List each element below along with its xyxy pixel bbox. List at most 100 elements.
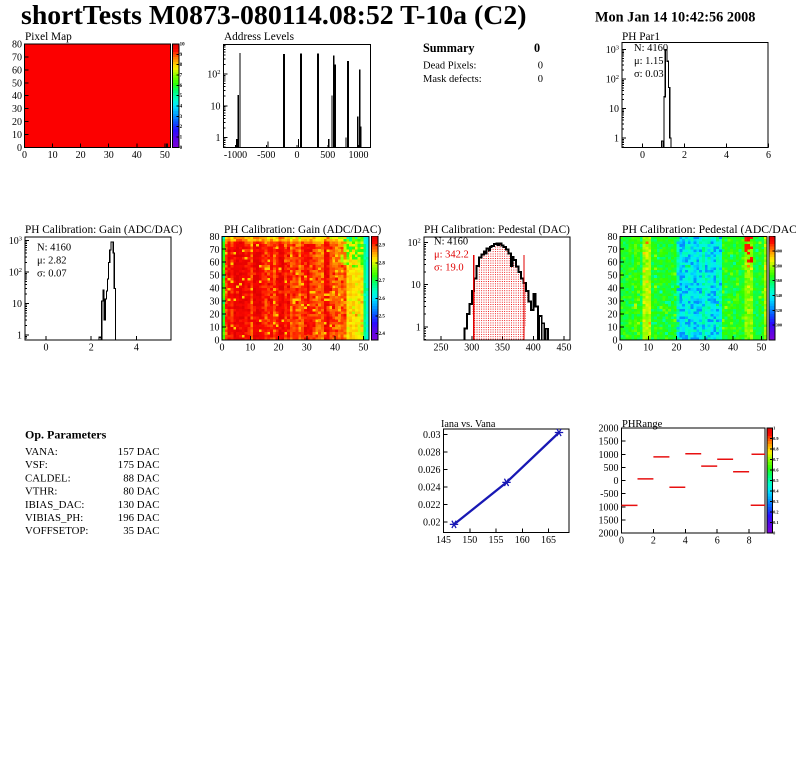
svg-text:10: 10 xyxy=(643,342,653,353)
svg-text:2.4: 2.4 xyxy=(379,332,386,337)
svg-text:60: 60 xyxy=(210,258,220,269)
svg-text:0.022: 0.022 xyxy=(418,500,441,511)
svg-text:196 DAC: 196 DAC xyxy=(118,512,160,524)
svg-text:N: 4160: N: 4160 xyxy=(37,243,71,254)
svg-text:2.8: 2.8 xyxy=(379,261,386,266)
svg-text:8: 8 xyxy=(180,63,183,68)
svg-text:1000: 1000 xyxy=(599,450,619,461)
svg-text:6: 6 xyxy=(180,84,183,89)
svg-text:20: 20 xyxy=(608,310,618,321)
svg-text:0.4: 0.4 xyxy=(773,489,779,494)
svg-text:320: 320 xyxy=(776,308,782,313)
svg-text:30: 30 xyxy=(608,297,618,308)
svg-text:103: 103 xyxy=(606,45,619,57)
svg-text:35 DAC: 35 DAC xyxy=(123,525,159,537)
svg-text:20: 20 xyxy=(12,117,22,128)
svg-text:0: 0 xyxy=(22,150,27,161)
svg-text:40: 40 xyxy=(210,284,220,295)
svg-text:1: 1 xyxy=(416,322,421,333)
svg-text:40: 40 xyxy=(330,342,340,353)
svg-text:VANA:: VANA: xyxy=(25,446,58,458)
svg-text:0: 0 xyxy=(618,342,623,353)
svg-text:PHRange: PHRange xyxy=(622,419,663,430)
svg-text:Mask defects:: Mask defects: xyxy=(423,74,482,85)
svg-text:130 DAC: 130 DAC xyxy=(118,499,160,511)
svg-text:0: 0 xyxy=(44,342,49,353)
svg-text:500: 500 xyxy=(320,150,335,161)
svg-text:Iana vs. Vana: Iana vs. Vana xyxy=(441,419,496,430)
svg-text:PH Calibration: Gain (ADC/DAC): PH Calibration: Gain (ADC/DAC) xyxy=(224,224,381,236)
svg-text:400: 400 xyxy=(776,249,782,254)
svg-text:103: 103 xyxy=(9,236,22,248)
svg-text:1000: 1000 xyxy=(349,150,369,161)
svg-text:157 DAC: 157 DAC xyxy=(118,446,160,458)
svg-text:0.7: 0.7 xyxy=(773,457,779,462)
svg-text:0: 0 xyxy=(220,342,225,353)
svg-text:0: 0 xyxy=(534,41,540,55)
svg-text:30: 30 xyxy=(700,342,710,353)
svg-text:20: 20 xyxy=(274,342,284,353)
svg-text:IBIAS_DAC:: IBIAS_DAC: xyxy=(25,499,84,511)
svg-text:0.026: 0.026 xyxy=(418,465,441,476)
svg-text:CALDEL:: CALDEL: xyxy=(25,472,71,484)
svg-text:9: 9 xyxy=(180,53,183,58)
svg-text:2000: 2000 xyxy=(599,424,619,435)
svg-text:350: 350 xyxy=(495,342,510,353)
svg-text:1: 1 xyxy=(180,136,183,141)
svg-text:10: 10 xyxy=(245,342,255,353)
svg-text:0: 0 xyxy=(538,61,543,72)
svg-text:10: 10 xyxy=(211,101,221,112)
svg-text:50: 50 xyxy=(608,271,618,282)
svg-text:VSF:: VSF: xyxy=(25,459,48,471)
svg-text:2.9: 2.9 xyxy=(379,244,386,249)
svg-text:175 DAC: 175 DAC xyxy=(118,459,160,471)
svg-text:PH Calibration: Gain (ADC/DAC): PH Calibration: Gain (ADC/DAC) xyxy=(25,224,182,236)
svg-text:0.3: 0.3 xyxy=(773,499,778,504)
svg-text:1500: 1500 xyxy=(599,437,619,448)
svg-text:70: 70 xyxy=(12,52,22,63)
svg-text:0.2: 0.2 xyxy=(773,510,778,515)
svg-text:0.1: 0.1 xyxy=(773,520,778,525)
svg-text:0: 0 xyxy=(773,531,775,536)
svg-text:PH Par1: PH Par1 xyxy=(622,31,660,43)
svg-text:0.9: 0.9 xyxy=(773,436,778,441)
svg-text:8: 8 xyxy=(747,536,752,547)
svg-text:165: 165 xyxy=(541,535,556,546)
svg-text:80: 80 xyxy=(12,40,22,51)
svg-text:10: 10 xyxy=(608,322,618,333)
svg-text:40: 40 xyxy=(728,342,738,353)
svg-text:450: 450 xyxy=(557,342,572,353)
svg-text:μ: 1.15: μ: 1.15 xyxy=(634,56,664,67)
svg-text:1: 1 xyxy=(614,134,619,145)
svg-text:10: 10 xyxy=(12,299,22,310)
svg-text:400: 400 xyxy=(526,342,541,353)
svg-text:500: 500 xyxy=(604,463,619,474)
svg-text:Dead Pixels:: Dead Pixels: xyxy=(423,61,476,72)
svg-text:88 DAC: 88 DAC xyxy=(123,472,159,484)
svg-text:0.03: 0.03 xyxy=(423,430,441,441)
svg-text:20: 20 xyxy=(76,150,86,161)
svg-text:0: 0 xyxy=(180,146,183,151)
svg-text:VIBIAS_PH:: VIBIAS_PH: xyxy=(25,512,83,524)
svg-text:0: 0 xyxy=(640,150,645,161)
svg-text:1: 1 xyxy=(216,133,221,144)
svg-text:-1000: -1000 xyxy=(224,150,247,161)
svg-text:150: 150 xyxy=(462,535,477,546)
svg-text:10: 10 xyxy=(609,104,619,115)
svg-text:4: 4 xyxy=(683,536,688,547)
svg-text:0: 0 xyxy=(538,74,543,85)
svg-text:160: 160 xyxy=(515,535,530,546)
svg-text:σ: 19.0: σ: 19.0 xyxy=(434,263,464,274)
svg-text:50: 50 xyxy=(12,78,22,89)
svg-text:0: 0 xyxy=(215,335,220,346)
svg-text:1: 1 xyxy=(17,331,22,342)
svg-text:1000: 1000 xyxy=(599,502,619,513)
svg-text:10: 10 xyxy=(180,43,186,48)
svg-text:Address Levels: Address Levels xyxy=(224,31,294,43)
svg-text:0: 0 xyxy=(295,150,300,161)
svg-text:102: 102 xyxy=(606,74,619,86)
svg-text:2: 2 xyxy=(682,150,687,161)
svg-text:20: 20 xyxy=(210,310,220,321)
svg-text:2.7: 2.7 xyxy=(379,279,386,284)
svg-text:80: 80 xyxy=(210,232,220,243)
